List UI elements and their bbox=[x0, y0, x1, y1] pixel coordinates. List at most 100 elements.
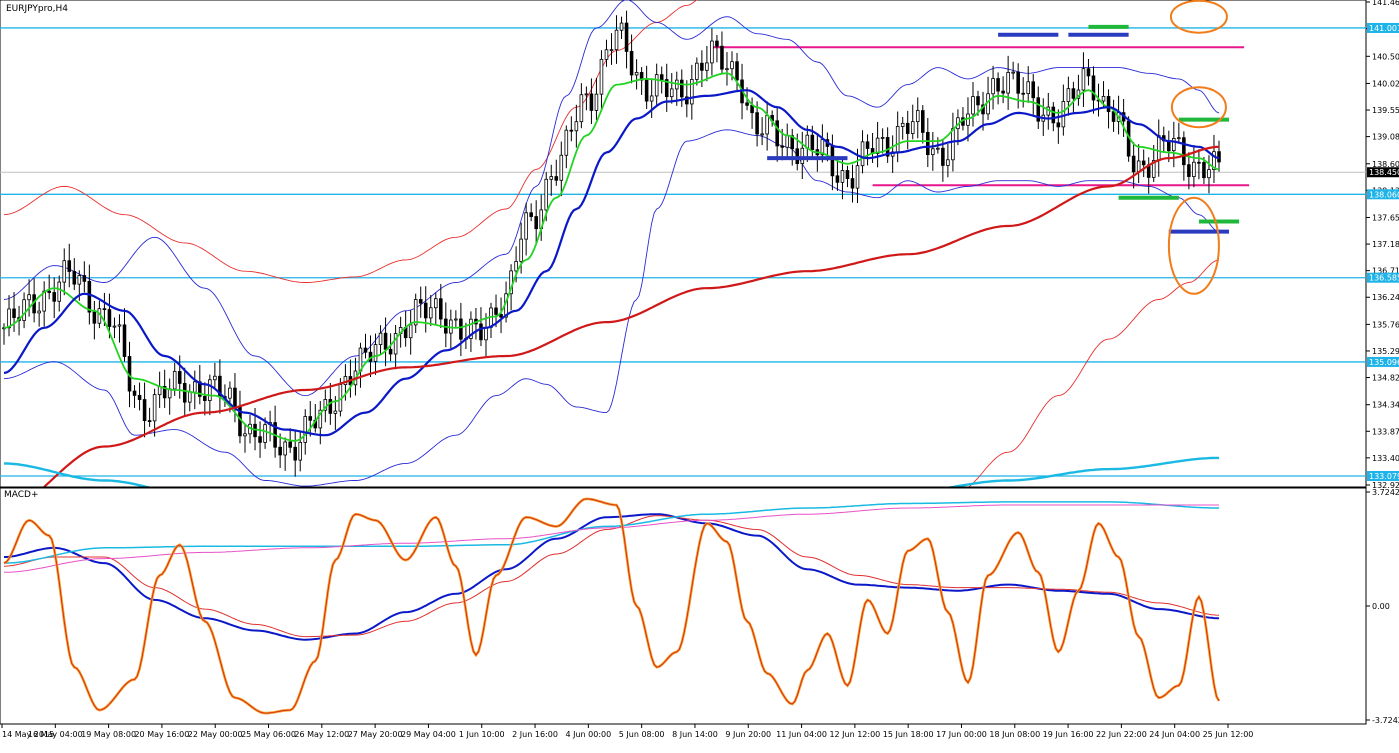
candle-body-bull bbox=[1156, 135, 1161, 161]
time-tick-label: 29 May 04:00 bbox=[401, 730, 456, 739]
candle bbox=[122, 308, 127, 362]
level-label-box bbox=[1367, 471, 1399, 482]
macd-series-long bbox=[4, 501, 1219, 564]
candle bbox=[67, 243, 72, 288]
candle-body-bull bbox=[187, 391, 192, 403]
macd-series-signal bbox=[3, 515, 1220, 638]
candle-body-bull bbox=[549, 176, 554, 180]
candle-body-bear bbox=[363, 347, 368, 353]
candle-body-bear bbox=[147, 420, 152, 422]
candle-body-bull bbox=[1151, 160, 1156, 178]
candle-body-bear bbox=[102, 308, 107, 311]
candle bbox=[1207, 155, 1211, 194]
candle-body-bear bbox=[996, 78, 1000, 92]
candle-body-bull bbox=[880, 137, 885, 139]
candle bbox=[885, 127, 890, 163]
price-tick-label: 133.400 bbox=[1372, 454, 1399, 463]
candle-body-bull bbox=[428, 307, 433, 319]
candle-body-bear bbox=[685, 96, 689, 105]
candle bbox=[619, 16, 624, 39]
candle-body-bull bbox=[42, 290, 46, 312]
candle bbox=[433, 292, 438, 325]
candle-body-bull bbox=[7, 308, 11, 329]
level-label-box bbox=[1367, 22, 1399, 33]
time-tick-label: 11 Jun 04:00 bbox=[776, 730, 827, 739]
price-tick-label: 134.340 bbox=[1372, 401, 1399, 410]
highlight-circle-2 bbox=[1167, 196, 1220, 295]
candle-body-bear bbox=[1106, 96, 1111, 113]
time-tick-label: 2 Jun 16:00 bbox=[512, 730, 558, 739]
price-tick-label: 136.710 bbox=[1372, 267, 1399, 276]
candle-body-bear bbox=[589, 93, 594, 111]
candle bbox=[469, 311, 473, 352]
candle-body-bear bbox=[629, 51, 634, 76]
candle bbox=[1071, 81, 1076, 114]
candle-body-bull bbox=[37, 310, 41, 314]
time-tick-label: 1 Jun 10:00 bbox=[459, 730, 505, 739]
time-tick-label: 25 Jun 12:00 bbox=[1203, 730, 1254, 739]
candle-body-bear bbox=[122, 324, 127, 357]
candle bbox=[393, 324, 398, 370]
candle-body-bear bbox=[1167, 140, 1171, 152]
candle-body-bear bbox=[1021, 92, 1025, 95]
series-ma-slow bbox=[3, 89, 1220, 437]
candle bbox=[669, 72, 674, 104]
candle-body-bear bbox=[258, 436, 262, 443]
candle bbox=[1197, 149, 1201, 180]
candle-body-bull bbox=[910, 121, 915, 134]
candle bbox=[900, 116, 905, 140]
candle bbox=[439, 283, 443, 329]
candle bbox=[840, 156, 845, 200]
candle bbox=[283, 437, 287, 471]
candle-body-bull bbox=[619, 22, 624, 31]
candle bbox=[243, 423, 247, 453]
candle-body-bull bbox=[484, 326, 488, 341]
candle-body-bear bbox=[288, 441, 292, 448]
price-tick-label: 140.020 bbox=[1372, 79, 1399, 88]
time-tick-label: 12 Jun 12:00 bbox=[829, 730, 880, 739]
candle bbox=[1177, 122, 1181, 144]
candle bbox=[569, 116, 574, 142]
candle bbox=[845, 165, 850, 188]
candle-body-bear bbox=[47, 290, 51, 293]
macd-axis[interactable]: 3.7242 0.00 -3.7242 bbox=[1366, 488, 1399, 725]
candle-body-bear bbox=[1182, 137, 1186, 166]
candle bbox=[760, 117, 764, 146]
candle bbox=[554, 159, 559, 186]
candle-body-bear bbox=[293, 446, 297, 461]
candle bbox=[57, 275, 62, 312]
candle-body-bull bbox=[875, 137, 880, 154]
candle-body-bear bbox=[308, 416, 313, 421]
candle-body-bear bbox=[1197, 161, 1201, 164]
series-env-upper bbox=[3, 0, 698, 283]
candle-body-bear bbox=[142, 399, 147, 421]
candle bbox=[147, 407, 152, 427]
candle-body-bull bbox=[263, 424, 267, 443]
candle bbox=[1006, 55, 1010, 110]
candle-body-bear bbox=[926, 132, 930, 156]
candle bbox=[584, 86, 589, 111]
time-tick-label: 9 Jun 20:00 bbox=[725, 730, 771, 739]
candle bbox=[644, 65, 649, 109]
candle-body-bull bbox=[303, 416, 308, 443]
candle-body-bull bbox=[213, 375, 217, 381]
candle-body-bull bbox=[433, 298, 438, 309]
candle bbox=[529, 203, 533, 222]
candle-body-bear bbox=[1202, 162, 1206, 179]
candle bbox=[624, 10, 629, 69]
candle bbox=[1051, 102, 1056, 132]
candles bbox=[2, 10, 1221, 477]
time-tick-label: 5 Jun 08:00 bbox=[619, 730, 665, 739]
candle-body-bull bbox=[604, 49, 609, 60]
horizontal-lines bbox=[0, 27, 1366, 477]
candle-body-bear bbox=[810, 134, 815, 150]
candle bbox=[1001, 76, 1005, 104]
candle-body-bear bbox=[132, 390, 137, 396]
price-axis[interactable]: 141.460140.990140.500140.020139.550139.0… bbox=[1366, 0, 1399, 490]
candle-body-bear bbox=[755, 112, 759, 135]
level-label-box bbox=[1367, 356, 1399, 367]
candle-body-bull bbox=[991, 78, 995, 95]
candle bbox=[308, 401, 313, 437]
